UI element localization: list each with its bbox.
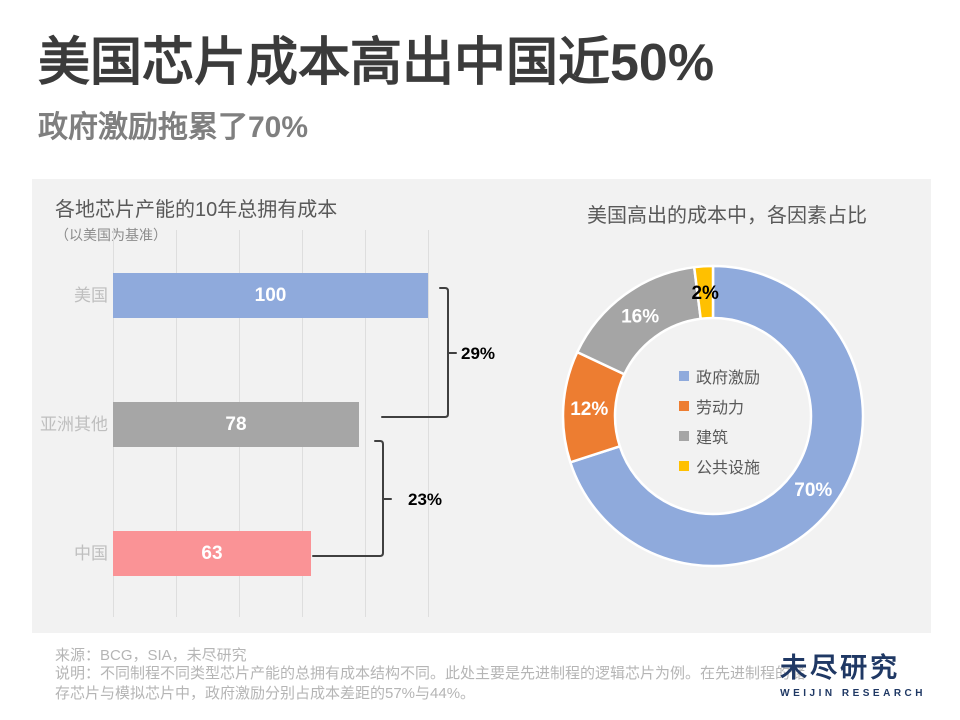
legend-swatch-icon [679,461,689,471]
category-label: 中国 [74,544,108,563]
donut-slice-label: 2% [691,283,719,304]
charts-panel: 各地芯片产能的10年总拥有成本 （以美国为基准） 100 美国 78 亚洲其他 63 中国… [32,179,931,633]
donut-slice-label: 70% [794,480,832,501]
legend-swatch-icon [679,371,689,381]
legend-item-公共设施: 公共设施 [679,451,760,481]
legend-label: 建筑 [696,430,729,447]
page-subtitle: 政府激励拖累了70% [38,111,309,144]
bar-中国: 63 [113,531,311,576]
weijin-research-logo: 未尽研究 WEIJIN RESEARCH [780,646,926,699]
legend-item-建筑: 建筑 [679,421,760,451]
bar-value-label: 78 [225,414,247,435]
gridline [365,230,366,617]
page-title: 美国芯片成本高出中国近50% [38,34,715,92]
gridline [428,230,429,617]
donut-chart-title: 美国高出的成本中，各因素占比 [587,205,867,227]
legend-item-政府激励: 政府激励 [679,361,760,391]
bar-plot: 100 美国 78 亚洲其他 63 中国 [40,230,513,617]
legend-swatch-icon [679,431,689,441]
logo-chinese-text: 未尽研究 [780,653,901,684]
bar-chart-subtitle: （以美国为基准） [55,227,167,243]
donut-slice-label: 12% [570,399,608,420]
bar-亚洲其他: 78 [113,402,359,447]
note-line: 说明：不同制程不同类型芯片产能的总拥有成本结构不同。此处主要是先进制程的逻辑芯片… [55,665,806,702]
legend-label: 劳动力 [696,400,745,417]
bar-chart-header: 各地芯片产能的10年总拥有成本 （以美国为基准） [55,193,337,245]
legend-label: 公共设施 [696,460,761,477]
legend-label: 政府激励 [696,370,761,387]
category-label: 美国 [74,286,108,305]
donut-slice-label: 16% [621,307,659,328]
bar-chart-title: 各地芯片产能的10年总拥有成本 [55,199,338,221]
source-line: 来源：BCG，SIA，未尽研究 [55,647,247,664]
donut-chart: 70% 12% 16% 2% [561,264,865,568]
bar-value-label: 100 [254,285,287,306]
category-label: 亚洲其他 [40,415,108,434]
donut-legend: 政府激励劳动力建筑公共设施 [679,361,760,481]
logo-english-text: WEIJIN RESEARCH [780,688,926,699]
bar-value-label: 63 [201,543,223,564]
legend-swatch-icon [679,401,689,411]
donut-slice-公共设施 [692,264,715,321]
donut-slice-政府激励 [569,264,865,568]
bar-美国: 100 [113,273,428,318]
legend-item-劳动力: 劳动力 [679,391,760,421]
